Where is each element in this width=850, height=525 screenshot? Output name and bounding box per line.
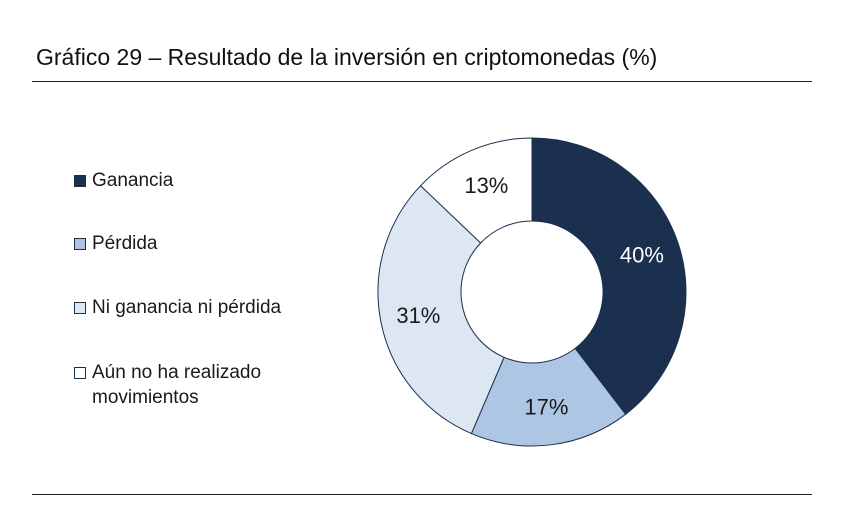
slice-ganancia [531, 137, 687, 415]
title-divider [32, 81, 812, 82]
legend-item-ni-ganancia-ni-perdida: Ni ganancia ni pérdida [74, 295, 322, 320]
slice-perdida [470, 347, 627, 447]
slice-label-ganancia: 40% [620, 242, 664, 267]
bottom-divider [32, 494, 812, 495]
legend-swatch-ganancia [74, 175, 86, 187]
legend-label-perdida: Pérdida [92, 233, 158, 254]
slice-label-ni-ganancia-ni-perdida: 31% [396, 303, 440, 328]
legend-label-sin-movimientos: Aún no ha realizado movimientos [92, 362, 262, 408]
legend-label-ni-ganancia-ni-perdida: Ni ganancia ni pérdida [92, 297, 282, 318]
slice-sin-movimientos [419, 137, 533, 244]
legend-swatch-ni-ganancia-ni-perdida [74, 302, 86, 314]
legend-item-sin-movimientos: Aún no ha realizado movimientos [74, 360, 322, 410]
chart-title: Gráfico 29 – Resultado de la inversión e… [36, 44, 658, 70]
legend-item-ganancia: Ganancia [74, 168, 322, 193]
slice-label-perdida: 17% [524, 395, 568, 420]
legend-swatch-sin-movimientos [74, 367, 86, 379]
legend-swatch-perdida [74, 238, 86, 250]
legend-label-ganancia: Ganancia [92, 170, 174, 191]
slice-label-sin-movimientos: 13% [464, 173, 508, 198]
donut-chart: 40% 17% 31% 13% [377, 137, 687, 447]
slice-ni-ganancia-ni-perdida [377, 184, 505, 435]
legend-item-perdida: Pérdida [74, 231, 322, 256]
